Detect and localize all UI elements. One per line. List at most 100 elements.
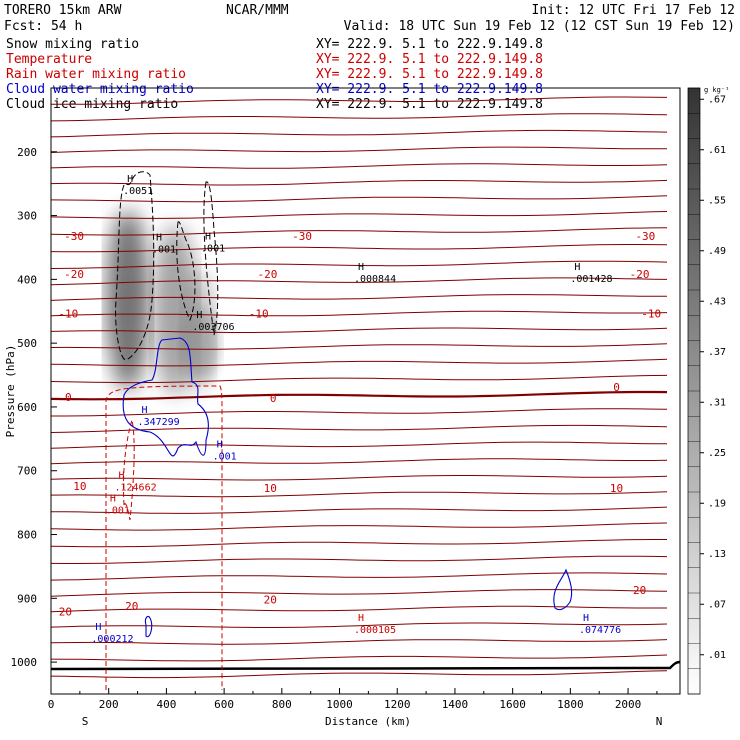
maximum-value: .000844: [354, 274, 396, 285]
isotherm-line: [51, 310, 668, 317]
rain-water-contour: [122, 419, 135, 521]
snow-contour: [176, 221, 196, 322]
header: TORERO 15km ARW NCAR/MMM Init: 12 UTC Fr…: [4, 3, 735, 34]
valid-time: Valid: 18 UTC Sun 19 Feb 12 (12 CST Sun …: [344, 19, 735, 34]
isotherm-line: [51, 424, 668, 433]
colorbar-tick-label: .31: [708, 397, 726, 408]
isotherm-line: [51, 163, 668, 169]
colorbar-tick-label: .67: [708, 94, 726, 105]
y-axis: 200 300 400 500 600 700 800 900 1000: [11, 146, 57, 669]
maximum-value: .074776: [579, 625, 621, 636]
colorbar-tick-label: .49: [708, 246, 726, 257]
maximum-value: .003706: [192, 322, 234, 333]
temperature-labels: -30 -30 -30 -20 -20 -20 -10 -10 -10 0 0 0 10 10 10 20 20…: [58, 230, 661, 619]
maximum-value: .124662: [114, 483, 156, 494]
x-tick-label: 800: [272, 698, 292, 711]
isotherm-line: [51, 179, 668, 186]
legend-field-section: XY= 222.9. 5.1 to 222.9.149.8: [316, 37, 543, 52]
isotherm-line: [51, 358, 668, 367]
snow-shading: [106, 210, 220, 395]
x-tick-label: 0: [48, 698, 55, 711]
maximum-marker: H: [127, 174, 133, 185]
colorbar-tick-label: .13: [708, 549, 726, 560]
moisture-contours: [105, 171, 573, 690]
isotherm-line: [51, 522, 668, 531]
isotherm-line: [51, 227, 668, 236]
x-tick-label: 2000: [615, 698, 642, 711]
isotherm-label: 20: [633, 584, 646, 597]
x-axis-label: Distance (km): [325, 715, 411, 728]
y-tick-label: 500: [17, 337, 37, 350]
legend-field-section: XY= 222.9. 5.1 to 222.9.149.8: [316, 52, 543, 67]
isotherm-label: -30: [292, 230, 312, 243]
isotherm-label: -10: [249, 308, 269, 321]
legend-field-name: Cloud water mixing ratio: [6, 82, 194, 97]
colorbar-tick-label: .61: [708, 145, 726, 156]
isotherm-line: [51, 506, 668, 514]
isotherm-line: [51, 343, 668, 350]
maximum-marker: H: [142, 405, 148, 416]
isotherm-line: [51, 654, 668, 662]
maximum-value: .001: [213, 451, 237, 462]
isotherm-line: [51, 670, 668, 679]
isotherm-label: 20: [264, 593, 277, 606]
snow-contour: [115, 171, 155, 361]
center-title: NCAR/MMM: [226, 3, 289, 18]
colorbar-tick-label: .19: [708, 498, 726, 509]
isotherm-label: 0: [613, 381, 620, 394]
isotherm-label: -30: [635, 230, 655, 243]
maximum-marker: H: [205, 231, 211, 242]
legend-field-section: XY= 222.9. 5.1 to 222.9.149.8: [316, 82, 543, 97]
y-tick-label: 800: [17, 529, 37, 542]
maximum-marker: H: [118, 471, 124, 482]
forecast-hour: Fcst: 54 h: [4, 19, 82, 34]
cloud-water-contour: [144, 615, 153, 638]
x-tick-label: 1400: [442, 698, 469, 711]
isotherm-line: [51, 408, 668, 417]
plot-area: [106, 210, 220, 395]
colorbar-tick-label: .43: [708, 296, 726, 307]
isotherm-label: -20: [64, 268, 84, 281]
isotherm-line: [51, 458, 668, 465]
maximum-marker: H: [574, 262, 580, 273]
isotherm-line: [51, 96, 668, 105]
maximum-value: .001428: [570, 274, 612, 285]
cloud-water-contour: [553, 568, 573, 611]
terrain-line: [51, 660, 680, 671]
y-tick-label: 900: [17, 592, 37, 605]
isotherm-label: -30: [64, 230, 84, 243]
legend-field-name: Rain water mixing ratio: [6, 67, 186, 82]
y-tick-label: 1000: [11, 656, 38, 669]
isotherm-line: [51, 327, 668, 333]
colorbar-tick-label: .25: [708, 448, 726, 459]
x-tick-label: 400: [156, 698, 176, 711]
isotherm-line: [51, 294, 667, 301]
isotherm-line: [51, 146, 667, 153]
x-tick-label: 600: [214, 698, 234, 711]
isotherm-label: -10: [58, 308, 78, 321]
maximum-marker: H: [156, 233, 162, 244]
y-tick-label: 200: [17, 146, 37, 159]
isotherm-line: [51, 113, 668, 122]
y-tick-label: 300: [17, 210, 37, 223]
maximum-marker: H: [358, 613, 364, 624]
isotherm-line: [51, 572, 668, 581]
maximum-value: .001: [201, 243, 225, 254]
isotherm-line: [51, 211, 668, 219]
isotherm-line: [51, 441, 668, 449]
legend-field-name: Temperature: [6, 52, 92, 67]
isotherm-label: 10: [264, 482, 277, 495]
colorbar-unit: g kg⁻¹: [704, 86, 729, 94]
maxima-labels: H.0051H.001H.001H.003706H.000844H.001428…: [91, 174, 621, 645]
colorbar-tick-label: .37: [708, 347, 726, 358]
isotherm-line: [51, 555, 668, 564]
x-tick-label: 1600: [499, 698, 526, 711]
colorbar-tick-label: .07: [708, 599, 726, 610]
isotherm-label: 10: [610, 482, 623, 495]
temperature-contours: [51, 96, 680, 679]
isotherm-label: -20: [630, 268, 650, 281]
endpoint-left: S: [82, 715, 89, 728]
isotherm-label: 0: [65, 391, 72, 404]
isotherm-label: 20: [125, 600, 138, 613]
